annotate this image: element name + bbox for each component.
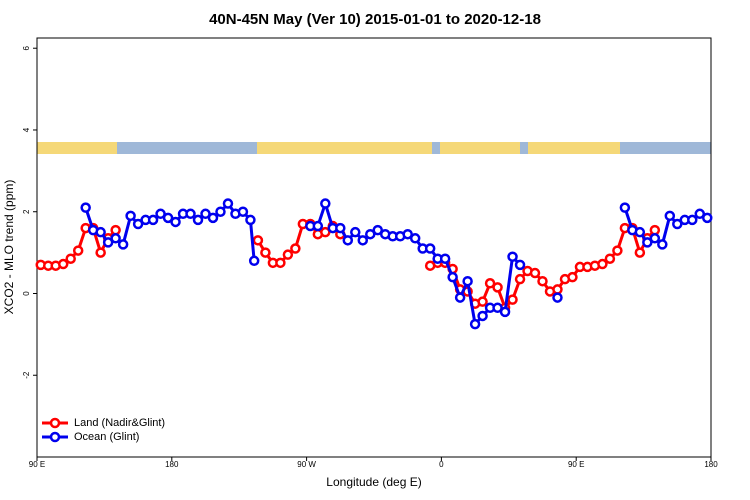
data-point [492,302,503,314]
y-tick-label: 4 [22,127,31,132]
data-point [492,282,503,293]
data-point [454,292,466,303]
data-point [312,220,324,232]
data-point [484,278,496,289]
data-point [702,212,713,224]
x-tick-label: 90 E [568,460,584,469]
data-point [282,249,294,260]
data-point [514,273,526,285]
data-point [462,275,473,287]
data-point [552,292,563,303]
data-point [155,208,166,220]
data-point [260,247,271,258]
x-tick-label: 90 E [29,460,45,469]
data-point [110,224,121,236]
data-point [649,224,661,236]
data-point [612,245,623,256]
data-point [372,224,383,236]
data-point [469,318,481,330]
data-point [57,258,69,270]
surface-mask-strip [37,142,711,154]
data-point [507,251,518,262]
data-point [185,208,196,220]
y-tick-label: -2 [22,371,31,379]
x-axis-title: Longitude (deg E) [326,475,421,489]
data-point [125,210,136,222]
data-point [275,257,286,269]
data-point [192,214,204,226]
data-point [477,310,488,322]
data-point [147,214,159,226]
data-point [687,214,698,226]
data-point [110,233,121,244]
data-point [447,271,458,283]
data-point [507,294,518,305]
data-point [552,284,563,295]
y-axis-title: XCO2 - MLO trend (ppm) [2,180,16,315]
data-point [245,214,256,226]
data-point [424,243,436,254]
data-point [215,206,226,217]
data-point [537,275,548,287]
data-point [95,247,106,258]
data-point [634,226,646,238]
data-point [248,255,260,267]
data-point [95,226,106,238]
data-point [335,222,346,234]
data-point [664,210,676,222]
data-point [634,247,646,258]
data-point [357,235,369,246]
data-point [65,253,76,264]
data-point [72,245,84,256]
data-point [529,267,541,279]
data-point [162,212,174,224]
y-tick-label: 0 [22,291,31,296]
data-point [365,228,376,240]
y-tick-label: 2 [22,209,31,214]
data-point [237,206,249,217]
data-point [657,239,668,250]
data-point [439,253,451,264]
data-point [80,202,91,213]
data-point [409,233,421,244]
chart-title: 40N-45N May (Ver 10) 2015-01-01 to 2020-… [209,11,541,28]
data-point [252,235,264,246]
x-tick-label: 180 [704,460,718,469]
data-point [477,296,488,307]
data-point [290,243,301,254]
legend-marker [49,431,61,443]
data-point [350,226,361,238]
data-point [597,258,608,270]
data-point [102,237,114,248]
legend-label: Ocean (Glint) [74,431,139,443]
y-tick-label: 6 [22,45,31,50]
data-point [402,228,413,240]
x-tick-label: 180 [165,460,179,469]
data-point [132,218,144,230]
data-point [619,202,631,213]
data-point [642,237,653,248]
data-point [499,306,511,318]
legend-marker [49,417,61,429]
x-tick-label: 0 [439,460,444,469]
data-point [567,271,578,283]
data-point [342,235,354,246]
legend-label: Land (Nadir&Glint) [74,417,165,429]
data-point [694,208,706,220]
data-point [117,239,129,250]
data-point [649,233,661,244]
x-tick-label: 90 W [297,460,316,469]
data-point [320,226,331,238]
data-point [320,198,331,209]
data-point [514,259,526,271]
data-point [672,218,683,230]
data-point [170,216,181,228]
data-point [207,212,219,224]
data-point [200,208,211,220]
data-point [604,253,616,264]
data-point [222,198,234,209]
plot-frame [36,37,712,458]
